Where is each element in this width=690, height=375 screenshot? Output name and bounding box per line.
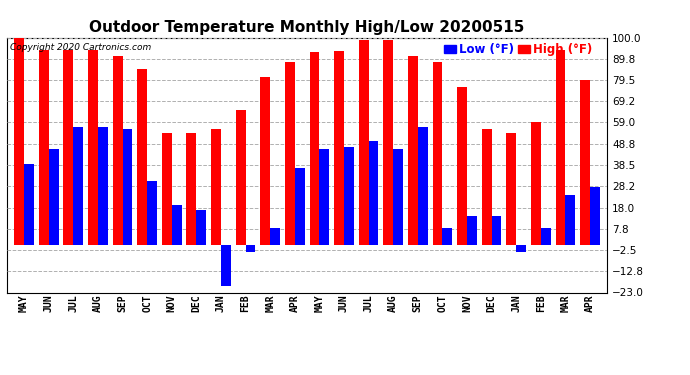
Bar [186, 133, 197, 245]
Bar [236, 110, 246, 245]
Bar [457, 87, 467, 245]
Bar [211, 129, 221, 245]
Bar [516, 245, 526, 252]
Bar [417, 127, 428, 245]
Bar [285, 62, 295, 245]
Bar [506, 133, 516, 245]
Bar [590, 187, 600, 245]
Bar [368, 141, 378, 245]
Bar [14, 38, 24, 245]
Bar [442, 228, 452, 245]
Bar [310, 52, 319, 245]
Bar [73, 127, 83, 245]
Bar [319, 150, 329, 245]
Bar [334, 51, 344, 245]
Bar [260, 77, 270, 245]
Bar [197, 210, 206, 245]
Text: Copyright 2020 Cartronics.com: Copyright 2020 Cartronics.com [10, 43, 151, 52]
Bar [531, 123, 541, 245]
Legend: Low (°F), High (°F): Low (°F), High (°F) [444, 44, 592, 56]
Bar [482, 129, 491, 245]
Bar [88, 50, 98, 245]
Bar [393, 150, 403, 245]
Bar [246, 245, 255, 252]
Bar [433, 62, 442, 245]
Bar [467, 216, 477, 245]
Bar [98, 127, 108, 245]
Bar [162, 133, 172, 245]
Bar [123, 129, 132, 245]
Bar [580, 80, 590, 245]
Bar [408, 56, 417, 245]
Bar [295, 168, 304, 245]
Bar [172, 206, 181, 245]
Bar [147, 180, 157, 245]
Bar [359, 40, 368, 245]
Bar [541, 228, 551, 245]
Bar [137, 69, 147, 245]
Title: Outdoor Temperature Monthly High/Low 20200515: Outdoor Temperature Monthly High/Low 202… [90, 20, 524, 35]
Bar [112, 56, 123, 245]
Bar [384, 40, 393, 245]
Bar [555, 50, 565, 245]
Bar [344, 147, 354, 245]
Bar [221, 245, 230, 286]
Bar [565, 195, 575, 245]
Bar [24, 164, 34, 245]
Bar [491, 216, 502, 245]
Bar [39, 50, 49, 245]
Bar [270, 228, 280, 245]
Bar [63, 50, 73, 245]
Bar [49, 150, 59, 245]
